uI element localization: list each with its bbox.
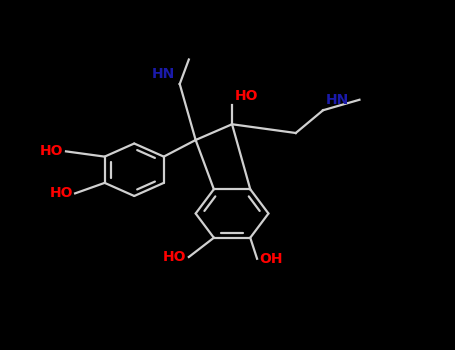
Text: HN: HN bbox=[152, 66, 175, 80]
Text: HO: HO bbox=[163, 250, 187, 264]
Text: HN: HN bbox=[325, 93, 349, 107]
Text: HO: HO bbox=[234, 89, 258, 103]
Text: HO: HO bbox=[49, 186, 73, 200]
Text: HO: HO bbox=[40, 144, 64, 158]
Text: OH: OH bbox=[259, 252, 283, 266]
